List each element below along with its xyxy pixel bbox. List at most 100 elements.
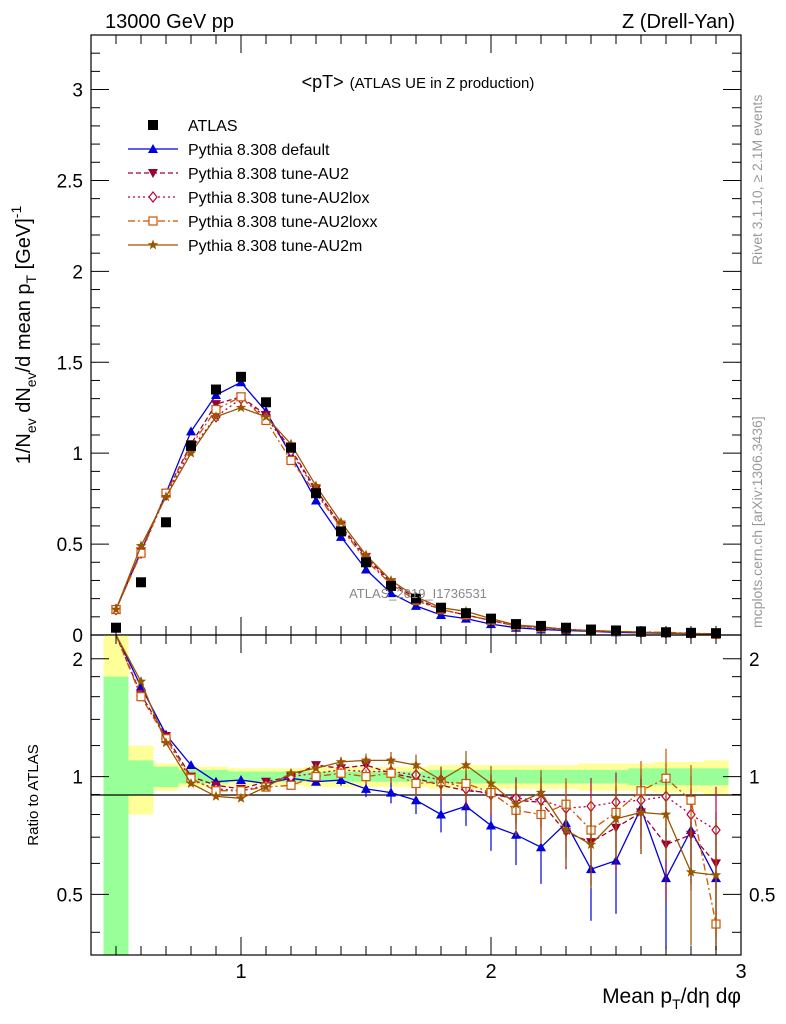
ratio-point-4 — [461, 778, 471, 789]
ratio-point-5 — [560, 824, 572, 835]
legend-label: Pythia 8.308 tune-AU2lox — [188, 190, 369, 207]
ratio-point-1 — [336, 774, 346, 784]
ratio-point-1 — [311, 776, 321, 786]
main-plot-panel: 0 0.5 1 1.5 2 2.5 3 ATLAS_2019_I1736531 <pT> (A… — [8, 34, 742, 647]
ratio-point-5 — [385, 754, 397, 765]
y-tick-label: 1.5 — [57, 353, 83, 374]
xlabel-sub: T — [672, 996, 681, 1012]
y-tick-label: 2.5 — [57, 171, 83, 192]
ratio-line-2 — [115, 634, 717, 864]
atlas-data-point — [136, 577, 146, 588]
legend-marker — [148, 169, 158, 178]
ylabel-sub: ev — [23, 418, 39, 433]
plot-title-main: <pT> — [302, 72, 344, 92]
series-point-5 — [110, 604, 122, 614]
series-point-5 — [210, 411, 222, 422]
ratio-point-4 — [386, 768, 396, 778]
atlas-data-point — [536, 620, 546, 631]
series-point-1 — [311, 495, 321, 505]
ratio-point-5 — [260, 781, 272, 792]
plot-title: <pT> (ATLAS UE in Z production) — [302, 72, 535, 92]
band-inner — [578, 769, 604, 784]
ylabel-part: [GeV] — [13, 218, 35, 275]
series-point-1 — [186, 426, 196, 436]
atlas-data-point — [261, 397, 271, 408]
y-tick-label: 1 — [72, 444, 83, 465]
legend-marker — [148, 144, 158, 153]
band-inner — [203, 769, 229, 784]
ratio-point-5 — [585, 839, 597, 850]
ylabel-sub: ev — [23, 372, 39, 387]
ratio-point-5 — [235, 792, 247, 803]
ratio-point-4 — [136, 692, 146, 702]
ratio-point-4 — [686, 795, 696, 805]
atlas-data-point — [386, 580, 396, 591]
ratio-point-5 — [360, 754, 372, 765]
atlas-data-point — [236, 371, 246, 382]
atlas-data-point — [311, 488, 321, 499]
y-tick-label: 3 — [72, 81, 83, 102]
plot-title-note: (ATLAS UE in Z production) — [350, 75, 535, 92]
ratio-point-1 — [536, 842, 546, 852]
series-point-5 — [135, 540, 147, 551]
ratio-point-5 — [610, 813, 622, 824]
x-tick-label: 2 — [485, 961, 496, 983]
series-point-5 — [360, 549, 372, 560]
ylabel-part: /d mean p — [13, 283, 35, 372]
ratio-point-4 — [336, 768, 346, 778]
band-inner — [128, 760, 154, 795]
ratio-point-5 — [485, 778, 497, 788]
ratio-plot-panel: 0.5 0.5 1 1 2 2 1 2 3 Ratio to ATLAS Mean pT/dη… — [25, 634, 775, 1012]
atlas-data-point — [511, 619, 521, 630]
ratio-point-5 — [185, 778, 197, 788]
ratio-point-1 — [411, 795, 421, 805]
ratio-point-5 — [210, 790, 222, 801]
series-point-1 — [361, 564, 371, 574]
atlas-data-point — [161, 517, 171, 528]
band-inner — [153, 766, 179, 788]
legend-label: Pythia 8.308 default — [188, 142, 330, 159]
ratio-y-tick-label-right: 0.5 — [749, 885, 775, 906]
legend-marker — [148, 216, 158, 226]
ratio-point-5 — [310, 762, 322, 773]
series-point-5 — [160, 491, 172, 502]
atlas-data-point — [436, 602, 446, 613]
x-tick-label: 1 — [235, 961, 246, 983]
series-point-5 — [310, 480, 322, 491]
band-inner — [103, 676, 129, 955]
band-inner — [553, 769, 579, 784]
ratio-point-1 — [361, 783, 371, 793]
ratio-point-5 — [435, 774, 447, 785]
series-point-5 — [235, 402, 247, 413]
ratio-point-4 — [411, 778, 421, 789]
series-point-1 — [386, 588, 396, 598]
atlas-data-point — [186, 440, 196, 451]
series-point-2 — [211, 400, 221, 410]
legend-label: Pythia 8.308 tune-AU2loxx — [188, 214, 377, 231]
ratio-y-tick-label-right: 1 — [749, 768, 760, 789]
ratio-y-tick-label: 0.5 — [57, 885, 83, 906]
series-point-5 — [335, 516, 347, 527]
ratio-point-4 — [286, 780, 296, 790]
atlas-data-point — [286, 442, 296, 453]
x-axis-label: Mean pT/dη dφ — [602, 985, 741, 1012]
x-tick-label: 3 — [735, 961, 746, 983]
ratio-point-1 — [236, 774, 246, 784]
ratio-point-1 — [486, 820, 496, 830]
ratio-point-4 — [311, 771, 321, 782]
ylabel-part: dN — [13, 387, 35, 418]
main-plot-y-ticks: 0 0.5 1 1.5 2 2.5 3 — [57, 52, 741, 647]
ratio-point-5 — [160, 737, 172, 748]
series-point-4 — [136, 548, 146, 558]
ratio-y-tick-label-right: 2 — [749, 650, 760, 671]
atlas-data-point — [211, 384, 221, 395]
ratio-y-axis-label: Ratio to ATLAS — [25, 744, 42, 845]
ratio-point-5 — [635, 806, 647, 817]
atlas-data-point — [411, 593, 421, 604]
band-inner — [503, 769, 529, 784]
ylabel-sub: T — [23, 274, 39, 283]
series-point-4 — [236, 392, 246, 402]
ratio-point-4 — [361, 771, 371, 782]
ylabel-sup: -1 — [8, 206, 24, 219]
